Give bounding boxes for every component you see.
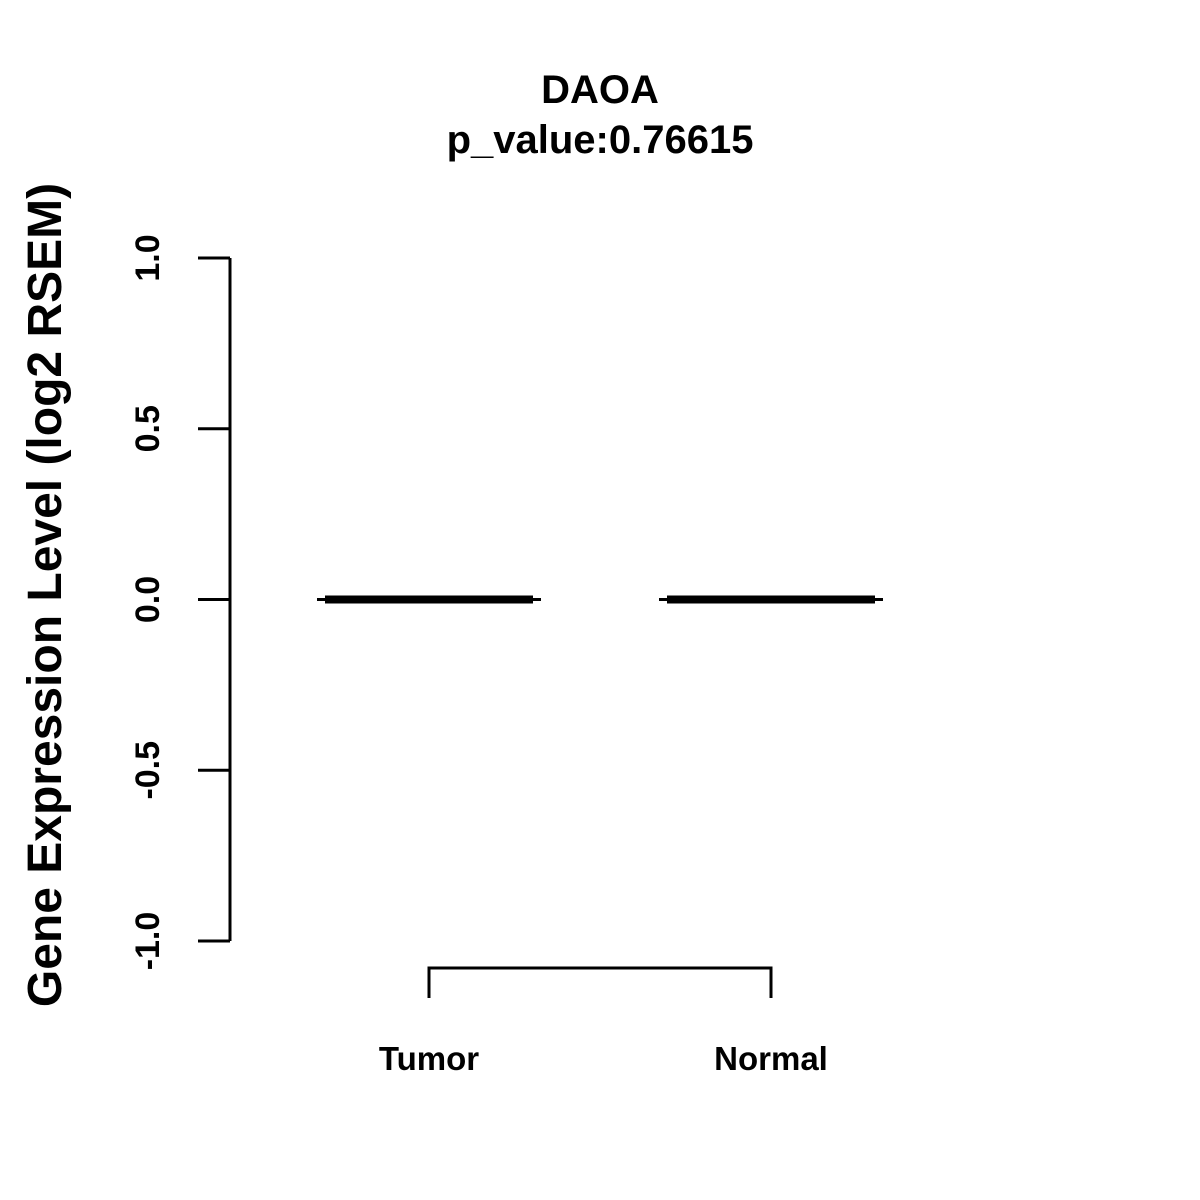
y-axis-tick-label: 0.5 <box>129 405 167 452</box>
x-category-label-tumor: Tumor <box>379 1040 479 1077</box>
x-category-label-normal: Normal <box>714 1040 828 1077</box>
chart-subtitle: p_value:0.76615 <box>446 118 754 162</box>
y-axis-tick-label: 0.0 <box>129 576 167 623</box>
chart-title: DAOA <box>541 68 659 112</box>
comparison-bracket <box>427 966 773 998</box>
y-axis-tick-label: 1.0 <box>129 234 167 281</box>
y-axis-tick-label: -0.5 <box>129 741 167 800</box>
y-axis-tick-label: -1.0 <box>129 912 167 971</box>
